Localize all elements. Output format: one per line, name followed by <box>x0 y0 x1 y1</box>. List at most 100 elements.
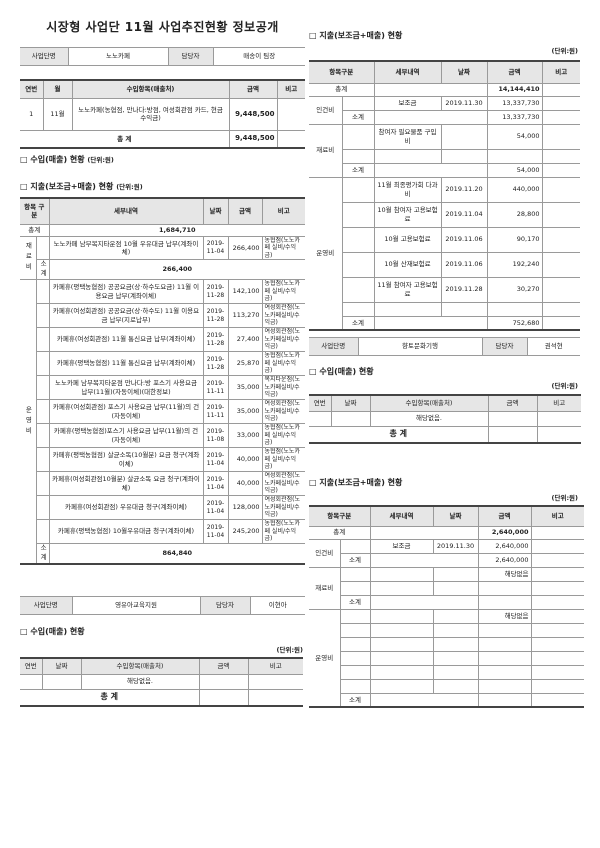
heading-text: □ 지출(보조금+매출) 현황 <box>20 182 114 191</box>
table-row <box>309 678 584 694</box>
item-date: 2019-11-04 <box>202 519 229 544</box>
item-note: 여성회관점(노노카페실비/수익금) <box>261 303 305 328</box>
empty-cell <box>339 538 371 554</box>
item-amount: 13,337,730 <box>486 95 543 111</box>
table-row <box>309 622 584 638</box>
grand-total-amount: 2,640,000 <box>477 525 532 540</box>
subtotal-label: 소계 <box>342 162 375 178</box>
item-amount <box>477 636 532 652</box>
col-header: 날짜 <box>202 197 229 225</box>
table-row: 소계 2,640,000 <box>309 552 584 568</box>
empty-cell <box>373 82 488 97</box>
item-date: 2019-11-28 <box>202 351 229 376</box>
table-row: 소계 <box>309 692 584 708</box>
item-date <box>432 664 479 680</box>
table-row: 카페휴(여성회관점) 공공요금(상·하수도) 11월 이용요금 납부(지로납부)… <box>20 303 305 328</box>
table-row <box>309 650 584 666</box>
empty-cell <box>36 327 50 352</box>
item-note: 농협점(노노카페 실비/수익금) <box>261 423 305 448</box>
item-date <box>440 148 488 164</box>
empty-cell <box>342 226 375 253</box>
unit-name: 향토문화기행 <box>357 337 483 356</box>
item-date <box>432 636 479 652</box>
item-note: 여성회관점(노노카페실비/수익금) <box>261 327 305 352</box>
page-title: 시장형 사업단 11월 사업추진현황 정보공개 <box>46 20 279 34</box>
col-header: 비고 <box>261 197 305 225</box>
col-header: 연번 <box>309 394 332 412</box>
table-row: 10월 참여자 고용보험료 2019.11.04 28,800 <box>309 201 580 228</box>
item-amount: 2,640,000 <box>477 538 532 554</box>
empty-cell <box>341 176 375 203</box>
table-row: 카페휴(여성회관점10월분) 살균소독 요금 청구(계좌이체) 2019-11-0… <box>20 471 305 496</box>
item-desc <box>373 148 442 164</box>
nono-expense-table: 항목 구분 세부내역 날짜 금액 비고 총계 1,684,710 재료비 노노카페 남부복지타운… <box>20 197 305 565</box>
item-date <box>432 650 479 666</box>
col-header: 연번 <box>20 657 43 675</box>
empty-cell <box>342 201 375 228</box>
col-header: 날짜 <box>41 657 82 675</box>
group-label: 운영비 <box>309 608 341 708</box>
table-row: 인건비 보조금 2019.11.30 13,337,730 <box>309 95 580 125</box>
unit-note: (단위:원) <box>87 156 114 164</box>
item-note <box>530 608 584 624</box>
item-note: 농협점(노노카페 실비/수익금) <box>261 447 305 472</box>
empty-cell <box>340 580 371 596</box>
col-header: 금액 <box>486 60 543 84</box>
subtotal-amount <box>477 594 532 610</box>
col-header: 수입항목(매출처) <box>369 394 489 412</box>
item-amount: 128,000 <box>227 495 263 520</box>
item-desc: 11월 참여자 고용보험료 <box>373 276 442 303</box>
item-note: 농협점(노노카페 실비/수익금) <box>261 519 305 544</box>
nono-income-heading: □ 수입(매출) 현황 (단위:원) <box>20 154 114 165</box>
col-header: 날짜 <box>440 60 488 84</box>
item-amount: 90,170 <box>486 226 543 253</box>
nono-expense-heading: □ 지출(보조금+매출) 현황 (단위:원) <box>20 181 143 192</box>
grand-total-label: 총계 <box>20 223 50 237</box>
col-header: 비고 <box>276 79 305 99</box>
item-date: 2019.11.20 <box>440 176 488 203</box>
empty-cell <box>369 594 479 610</box>
item-date: 2019-11-28 <box>202 279 229 304</box>
total-label: 총 계 <box>309 425 489 444</box>
item-amount: 해당없음 <box>477 566 532 582</box>
group-label: 운영비 <box>309 176 343 331</box>
nono-info-table: 사업단명 노노카페 담당자 매송이 팀장 <box>20 47 305 66</box>
item-date: 2019-11-04 <box>202 235 229 260</box>
empty-cell <box>36 495 50 520</box>
empty-cell <box>247 688 303 707</box>
item-desc: 카페휴(여성회관점) 우유대금 청구(계좌이체) <box>48 495 204 520</box>
empty-cell <box>247 673 303 690</box>
table-row: 재료비 노노카페 남부복지타운점 10월 우유대금 납부(계좌이체) 2019-11… <box>20 235 305 280</box>
subtotal-label: 소계 <box>36 259 50 280</box>
item-amount: 192,240 <box>486 251 543 278</box>
item-date: 2019-11-04 <box>202 471 229 496</box>
unit-note: (단위:원) <box>551 382 578 390</box>
item-date: 2019.11.06 <box>440 226 488 253</box>
hyangto-info-table: 사업단명 향토문화기행 담당자 권석현 <box>309 337 580 356</box>
item-desc <box>369 566 434 582</box>
empty-cell <box>530 525 584 540</box>
table-row: 연번 날짜 수입항목(매출처) 금액 비고 <box>20 657 303 675</box>
manager-name: 이현아 <box>249 596 305 615</box>
empty-cell <box>36 375 50 400</box>
table-row: 항목구분 세부내역 날짜 금액 비고 <box>309 505 584 527</box>
subtotal-label: 소계 <box>36 543 50 565</box>
table-row: 총계 2,640,000 <box>309 525 584 540</box>
col-header: 금액 <box>198 657 249 675</box>
item-date: 2019.11.06 <box>440 251 488 278</box>
subtotal-amount: 2,640,000 <box>477 552 532 568</box>
item-note <box>530 664 584 680</box>
table-row: 카페휴(여성회관점) 11월 통신요금 납부(계좌이체) 2019-11-28 27… <box>20 327 305 352</box>
empty-cell <box>369 692 479 708</box>
item-date <box>440 123 488 150</box>
total-label: 총 계 <box>20 688 200 707</box>
item-desc: 카페휴(여성회관점) 11월 통신요금 납부(계좌이체) <box>48 327 204 352</box>
table-row: 재료비 참여자 필요물품 구입비 54,000 <box>309 123 580 178</box>
grand-total-label: 총계 <box>309 525 371 540</box>
col-header: 비고 <box>541 60 580 84</box>
group-label: 재료비 <box>309 566 341 610</box>
item-date <box>440 301 488 317</box>
item-note <box>530 566 584 582</box>
item-amount: 40,000 <box>227 447 263 472</box>
total-amount <box>198 688 249 707</box>
